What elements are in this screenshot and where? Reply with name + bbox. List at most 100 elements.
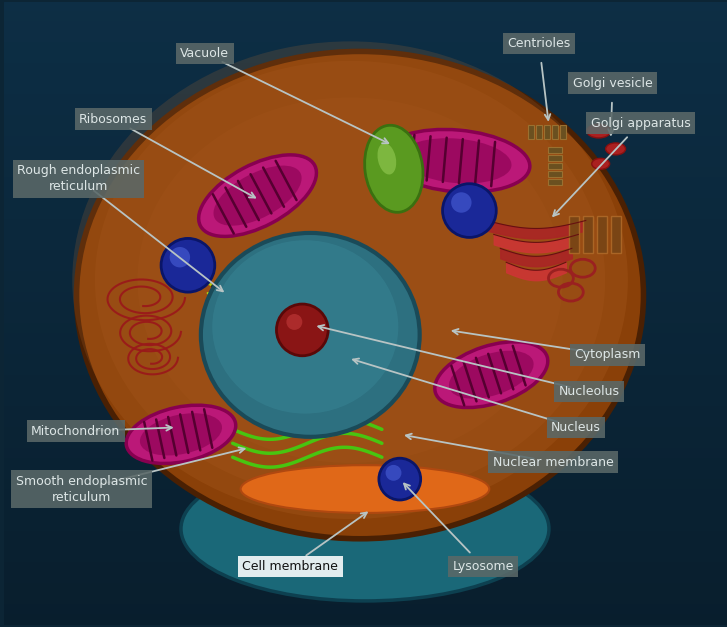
Point — [220, 305, 232, 315]
Point — [335, 314, 347, 324]
Point — [259, 284, 270, 294]
Bar — [4, 33, 727, 45]
Bar — [4, 95, 727, 107]
Bar — [4, 261, 727, 273]
Point — [323, 286, 334, 296]
Point — [207, 301, 219, 311]
Bar — [4, 282, 727, 293]
Bar — [4, 376, 727, 387]
Bar — [4, 314, 727, 325]
Point — [233, 315, 245, 325]
Bar — [4, 137, 727, 148]
Point — [246, 310, 257, 320]
Bar — [4, 324, 727, 335]
Bar — [611, 216, 621, 253]
Ellipse shape — [181, 456, 549, 601]
Bar — [4, 147, 727, 159]
Ellipse shape — [435, 342, 548, 408]
Ellipse shape — [201, 233, 419, 437]
Point — [284, 292, 296, 302]
Point — [220, 295, 232, 305]
Bar — [4, 511, 727, 522]
Ellipse shape — [449, 350, 534, 399]
Ellipse shape — [212, 240, 398, 414]
Ellipse shape — [140, 413, 222, 455]
Bar — [4, 209, 727, 221]
Bar — [4, 584, 727, 595]
Bar — [4, 272, 727, 283]
Ellipse shape — [606, 143, 625, 155]
Ellipse shape — [95, 61, 605, 500]
Bar — [4, 241, 727, 252]
Point — [297, 297, 308, 307]
Point — [323, 316, 334, 326]
Point — [207, 321, 219, 331]
Text: Golgi apparatus: Golgi apparatus — [590, 117, 691, 130]
Bar — [4, 418, 727, 429]
Point — [259, 304, 270, 314]
Bar — [4, 303, 727, 315]
Point — [233, 285, 245, 295]
Text: Nuclear membrane: Nuclear membrane — [493, 456, 614, 469]
Bar — [4, 500, 727, 512]
Bar — [4, 604, 727, 616]
Point — [246, 290, 257, 300]
Bar — [4, 563, 727, 574]
Text: Cytoplasm: Cytoplasm — [574, 348, 640, 361]
Circle shape — [276, 304, 328, 356]
Bar — [4, 459, 727, 470]
Bar — [4, 2, 727, 13]
Point — [246, 320, 257, 330]
Bar — [4, 127, 727, 138]
Bar — [4, 428, 727, 440]
Text: Nucleolus: Nucleolus — [558, 385, 619, 398]
Point — [323, 296, 334, 306]
Point — [335, 283, 347, 293]
Bar — [548, 147, 562, 153]
Point — [259, 274, 270, 284]
Bar — [4, 179, 727, 190]
Ellipse shape — [592, 159, 610, 169]
Bar — [4, 448, 727, 460]
Circle shape — [161, 238, 214, 292]
Bar — [569, 216, 579, 253]
Point — [335, 293, 347, 303]
Bar — [4, 480, 727, 491]
Point — [310, 283, 321, 293]
Point — [207, 311, 219, 321]
Bar — [548, 155, 562, 161]
Ellipse shape — [401, 138, 512, 184]
Bar — [4, 407, 727, 418]
Point — [207, 281, 219, 291]
Point — [220, 325, 232, 335]
Bar — [552, 125, 558, 139]
Ellipse shape — [587, 124, 611, 138]
Circle shape — [385, 465, 401, 481]
Bar — [4, 54, 727, 65]
Bar — [597, 216, 606, 253]
Bar — [4, 397, 727, 408]
Bar — [4, 552, 727, 564]
Ellipse shape — [126, 405, 236, 463]
Point — [310, 293, 321, 303]
Ellipse shape — [137, 97, 563, 463]
Bar — [528, 125, 534, 139]
Bar — [4, 157, 727, 169]
Bar — [4, 470, 727, 481]
Bar — [4, 220, 727, 231]
Ellipse shape — [198, 155, 316, 236]
Bar — [4, 189, 727, 200]
Bar — [4, 293, 727, 304]
Bar — [4, 438, 727, 450]
Point — [335, 323, 347, 333]
Point — [310, 324, 321, 334]
Point — [271, 310, 283, 320]
Bar — [548, 171, 562, 177]
Ellipse shape — [365, 125, 423, 213]
Text: Mitochondrion: Mitochondrion — [31, 425, 120, 438]
Ellipse shape — [241, 465, 489, 513]
Point — [297, 307, 308, 317]
Bar — [4, 23, 727, 34]
Text: Cell membrane: Cell membrane — [242, 560, 338, 573]
Bar — [4, 199, 727, 211]
